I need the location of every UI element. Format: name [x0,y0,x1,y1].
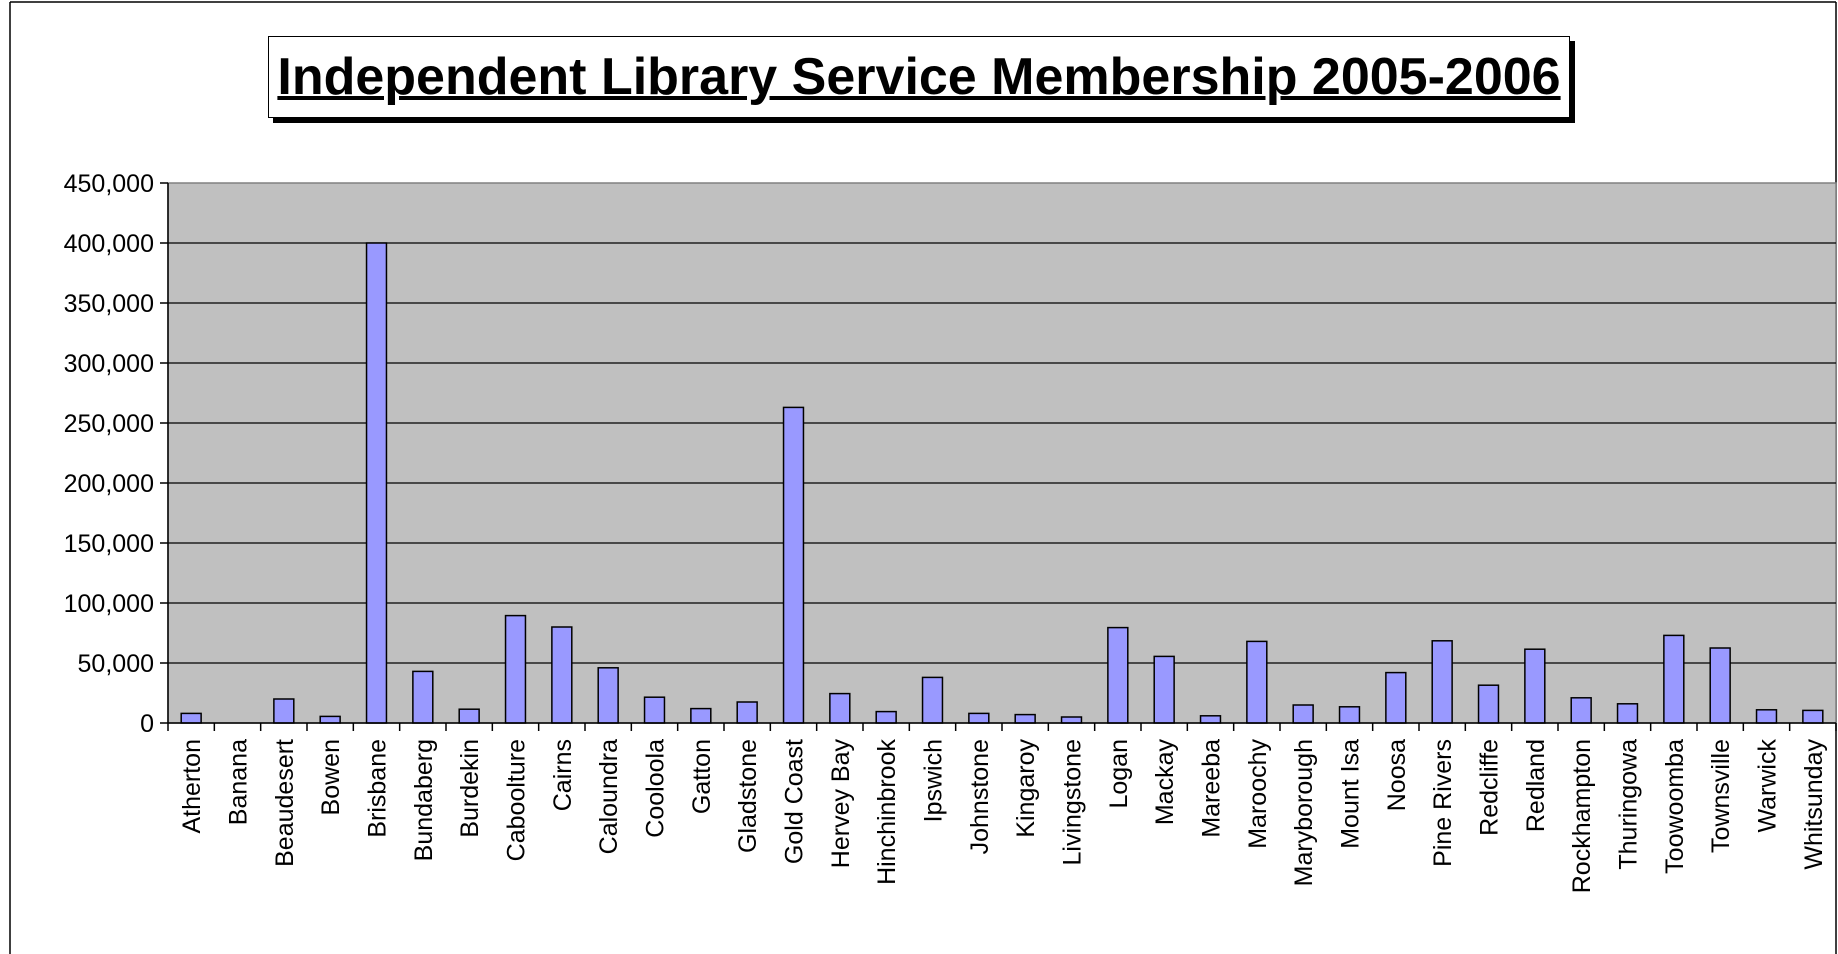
plot-area [167,182,1837,724]
bar [1709,647,1731,724]
x-tick-label: Gold Coast [781,739,809,864]
bar [1153,655,1175,724]
x-tick-label: Brisbane [364,739,392,838]
x-tick-label: Kingaroy [1012,739,1040,838]
bar [921,676,944,724]
bar [968,712,990,724]
x-tick-label: Burdekin [456,739,484,838]
bar [1755,709,1778,724]
x-tick-label: Toowoomba [1661,739,1689,874]
bar [875,710,897,724]
x-axis-ticks: Atherton Banana Beaudesert Bowen Brisbane Bun… [167,723,1837,893]
x-tick-label: Bowen [317,739,345,815]
x-tick-label: Hinchinbrook [873,739,901,885]
chart-title: Independent Library Service Membership 2… [277,48,1561,106]
x-tick-label: Maryborough [1290,739,1318,886]
y-tick-label: 50,000 [78,650,154,678]
x-tick-label: Johnstone [966,739,994,854]
bar [782,406,805,724]
bar [1524,648,1546,724]
y-tick-label: 100,000 [64,590,154,618]
x-tick-label: Rockhampton [1568,739,1596,893]
bar [1431,640,1453,724]
x-tick-label: Maroochy [1244,739,1272,849]
bars [180,242,1824,724]
bar [412,670,434,724]
bar [1616,703,1639,724]
x-tick-label: Ipswich [920,739,948,822]
bar [736,701,758,724]
y-tick-label: 0 [140,710,154,738]
x-tick-label: Banana [225,739,253,825]
bar [1663,634,1685,724]
bar [1570,697,1592,724]
x-tick-label: Caloundra [595,739,623,854]
bar [273,698,295,724]
bar [1014,713,1036,724]
bar [180,712,202,724]
bar [1107,626,1129,724]
bar [1246,640,1268,724]
bar [1385,671,1407,724]
bar [1292,704,1314,724]
chart-title-box: Independent Library Service Membership 2… [268,36,1570,118]
bar [319,715,341,724]
x-tick-label: Townsville [1707,739,1735,853]
bar [690,707,712,724]
bar [1060,716,1083,724]
bar [1338,706,1361,724]
y-tick-label: 400,000 [64,230,154,258]
x-tick-label: Logan [1105,739,1133,809]
y-tick-label: 300,000 [64,350,154,378]
x-tick-label: Pine Rivers [1429,739,1457,867]
y-tick-label: 150,000 [64,530,154,558]
x-tick-label: Thuringowa [1615,739,1643,870]
bar [551,626,573,724]
x-tick-label: Gladstone [734,739,762,853]
y-tick-label: 450,000 [64,170,154,198]
y-tick-label: 250,000 [64,410,154,438]
x-tick-label: Mount Isa [1337,739,1365,849]
bar [504,614,527,724]
x-tick-label: Noosa [1383,739,1411,811]
x-tick-label: Mackay [1151,739,1179,826]
gridlines [168,242,1836,664]
bar [1199,715,1222,724]
x-tick-label: Bundaberg [410,739,438,861]
y-tick-label: 200,000 [64,470,154,498]
x-tick-label: Whitsunday [1800,739,1828,870]
x-tick-label: Warwick [1754,739,1782,833]
x-tick-label: Cairns [549,739,577,811]
bar [1802,709,1824,724]
bar [1477,684,1500,724]
x-tick-label: Beaudesert [271,739,299,867]
x-tick-label: Mareeba [1198,739,1226,838]
x-tick-label: Redcliffe [1476,739,1504,836]
x-tick-label: Caboolture [503,739,531,861]
x-tick-label: Livingstone [1059,739,1087,865]
bar [458,708,480,724]
bar [829,692,851,724]
x-tick-label: Redland [1522,739,1550,832]
y-axis-ticks: 0 50,000 100,000 150,000 200,000 250,000 300,0… [64,170,168,738]
x-tick-label: Atherton [178,739,206,834]
x-tick-label: Cooloola [642,739,670,838]
x-tick-label: Gatton [688,739,716,814]
bar [643,696,666,724]
bar [365,242,388,724]
x-tick-label: Hervey Bay [827,739,855,869]
bar [597,667,619,724]
y-tick-label: 350,000 [64,290,154,318]
